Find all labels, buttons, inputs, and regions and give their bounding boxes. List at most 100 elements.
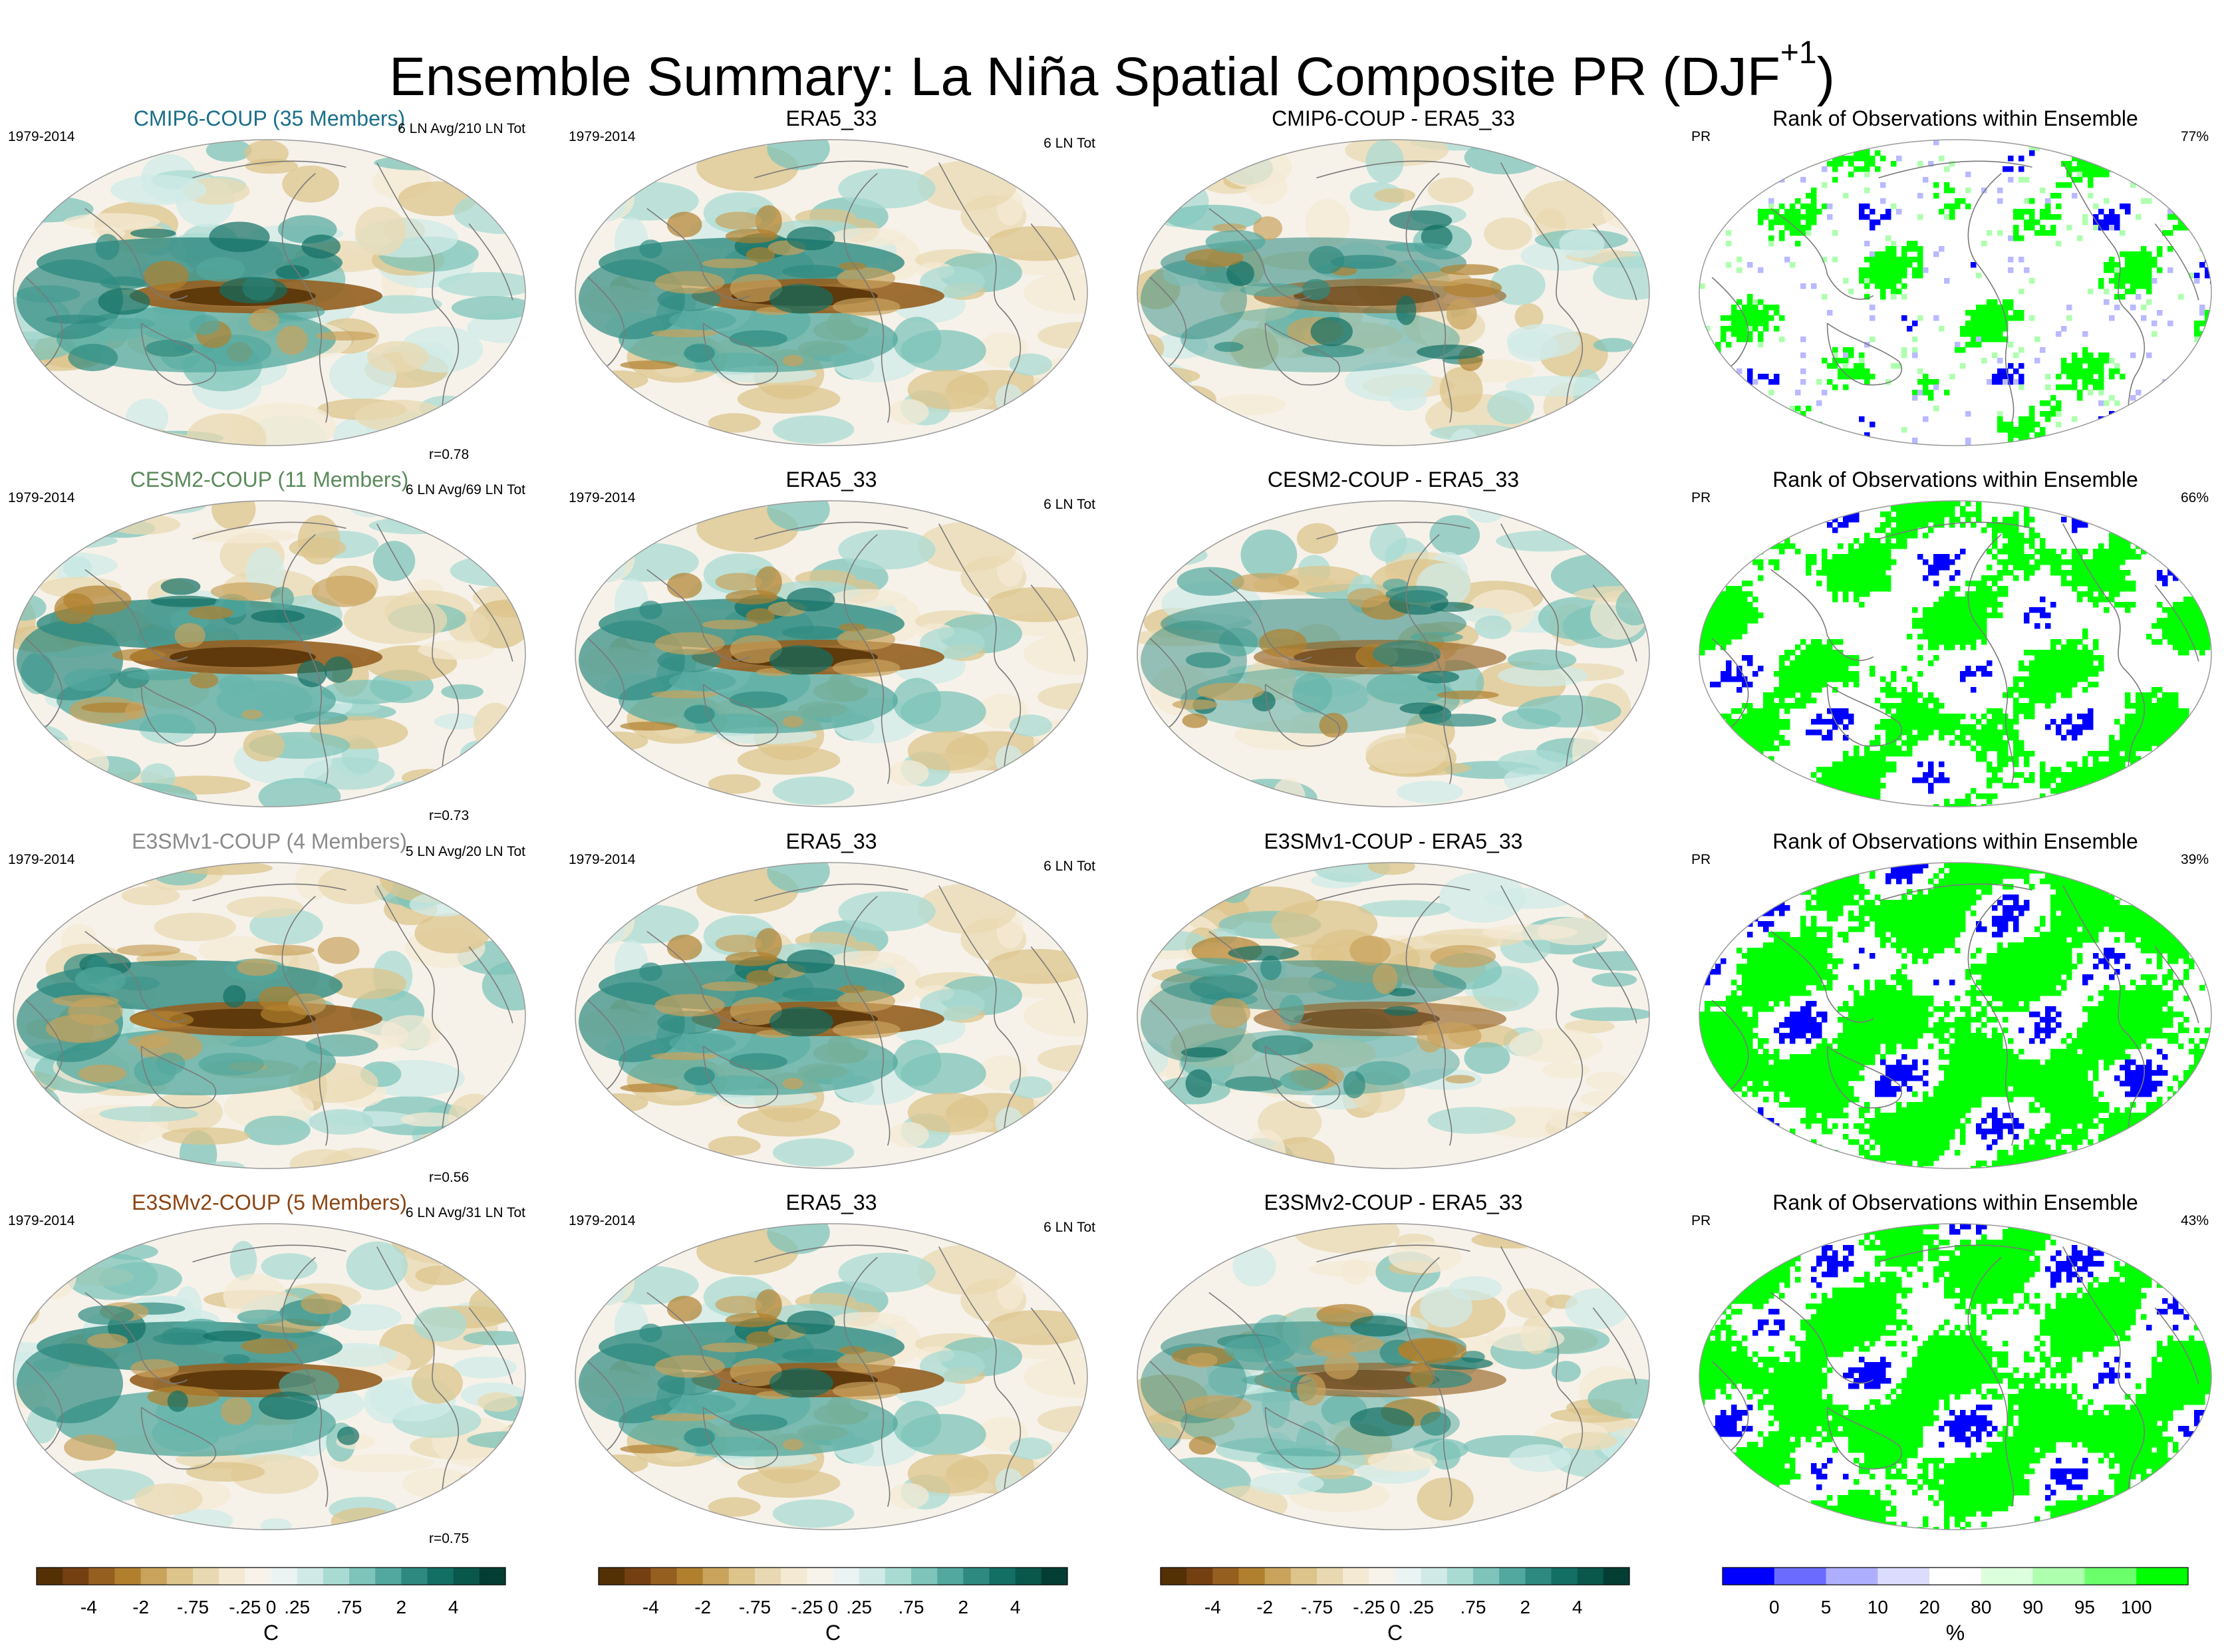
colorbar-diff <box>1160 1567 1630 1585</box>
diff-title-2: CESM2-COUP - ERA5_33 <box>1267 468 1520 491</box>
rank-variable-1: PR <box>1691 129 1711 144</box>
colorbar-obs-swatch-5 <box>728 1568 756 1585</box>
colorbar-obs-swatch-16 <box>1015 1568 1042 1585</box>
diff-title-4: E3SMv2-COUP - ERA5_33 <box>1264 1190 1523 1214</box>
rank-percent-2: 66% <box>2180 490 2209 505</box>
diff-title-1: CMIP6-COUP - ERA5_33 <box>1272 106 1515 130</box>
colorbar-obs-tick-label: -.75 <box>738 1597 771 1617</box>
obs-period-4: 1979-2014 <box>569 1213 636 1228</box>
colorbar-diff-swatch-7 <box>1343 1568 1369 1585</box>
model-events-3: 5 LN Avg/20 LN Tot <box>405 844 525 859</box>
colorbar-diff-swatch-3 <box>1238 1568 1266 1585</box>
colorbar-obs-swatch-11 <box>885 1568 912 1585</box>
rank-title-3: Rank of Observations within Ensemble <box>1772 829 2138 853</box>
colorbar-obs-swatch-12 <box>911 1568 938 1585</box>
colorbar-rank-tick-label: 20 <box>1919 1597 1940 1617</box>
rank-map-1 <box>1699 139 2212 446</box>
rank-variable-4: PR <box>1691 1213 1711 1228</box>
colorbar-diff-tick-label: -.25 <box>1353 1597 1385 1617</box>
colorbar-rank-swatch-3 <box>1877 1568 1930 1585</box>
colorbar-diff-tick-label: -.75 <box>1300 1597 1333 1617</box>
colorbar-obs-tick-label: -.25 <box>791 1597 823 1617</box>
colorbar-diff-swatch-4 <box>1264 1568 1292 1585</box>
figure-title: Ensemble Summary: La Niña Spatial Compos… <box>389 35 1835 107</box>
pattern-correlation-2: r=0.73 <box>429 808 470 823</box>
model-events-4: 6 LN Avg/31 LN Tot <box>405 1205 525 1220</box>
rank-map-3 <box>1699 862 2212 1169</box>
model-events-1: 6 LN Avg/210 LN Tot <box>398 121 525 136</box>
rank-variable-3: PR <box>1691 852 1711 867</box>
colorbar-model-tick-label: -.25 <box>229 1597 261 1617</box>
colorbar-model-tick-label: .25 <box>284 1597 311 1617</box>
model-map-2 <box>13 500 526 807</box>
model-title-1: CMIP6-COUP (35 Members) <box>133 106 406 130</box>
colorbar-diff-swatch-5 <box>1290 1568 1318 1585</box>
colorbar-diff-tick-label: .25 <box>1408 1597 1435 1617</box>
colorbar-diff-swatch-17 <box>1603 1568 1630 1585</box>
colorbar-diff-swatch-2 <box>1212 1568 1239 1585</box>
colorbar-model-swatch-16 <box>453 1568 480 1585</box>
colorbar-obs-unit: C <box>825 1621 841 1645</box>
colorbar-obs-swatch-7 <box>781 1568 807 1585</box>
rank-title-1: Rank of Observations within Ensemble <box>1772 106 2138 130</box>
model-title-3: E3SMv1-COUP (4 Members) <box>132 829 407 853</box>
model-map-4 <box>13 1223 526 1530</box>
colorbar-model-swatch-0 <box>37 1568 63 1585</box>
colorbar-model-swatch-11 <box>323 1568 350 1585</box>
colorbar-model-tick-label: -.75 <box>176 1597 209 1617</box>
colorbar-rank-tick-label: 0 <box>1768 1597 1780 1617</box>
model-period-1: 1979-2014 <box>8 129 75 144</box>
rank-percent-3: 39% <box>2180 852 2209 867</box>
colorbar-obs-tick-label: 2 <box>958 1597 969 1617</box>
colorbar-model-swatch-5 <box>166 1568 194 1585</box>
colorbar-diff-swatch-11 <box>1447 1568 1474 1585</box>
colorbar-obs-swatch-1 <box>625 1568 651 1585</box>
colorbar-obs-swatch-10 <box>859 1568 886 1585</box>
diff-map-2 <box>1137 500 1650 807</box>
obs-events-2: 6 LN Tot <box>1043 497 1095 512</box>
colorbar-rank-swatch-4 <box>1929 1568 1982 1585</box>
colorbar-obs-swatch-0 <box>599 1568 625 1585</box>
colorbar-model-tick-label: -4 <box>80 1597 97 1617</box>
colorbar-rank-tick-label: 95 <box>2074 1597 2096 1617</box>
colorbar-rank-swatch-1 <box>1774 1568 1827 1585</box>
diff-title-3: E3SMv1-COUP - ERA5_33 <box>1264 829 1523 853</box>
colorbar-model-swatch-13 <box>375 1568 402 1585</box>
model-map-3 <box>13 862 526 1169</box>
colorbar-diff-tick-label: 4 <box>1572 1597 1583 1617</box>
colorbar-model-swatch-1 <box>63 1568 89 1585</box>
colorbar-model-swatch-10 <box>297 1568 324 1585</box>
obs-events-4: 6 LN Tot <box>1043 1220 1095 1235</box>
colorbar-diff-swatch-12 <box>1473 1568 1500 1585</box>
obs-title-1: ERA5_33 <box>785 106 877 130</box>
colorbar-model-tick-label: 2 <box>396 1597 407 1617</box>
colorbar-diff-tick-label: -2 <box>1256 1597 1274 1617</box>
model-title-2: CESM2-COUP (11 Members) <box>130 468 409 491</box>
colorbar-rank-swatch-8 <box>2136 1568 2189 1585</box>
colorbar-model-tick-label: -2 <box>132 1597 150 1617</box>
obs-map-2 <box>575 500 1088 807</box>
colorbar-obs-swatch-2 <box>650 1568 677 1585</box>
rank-map-4 <box>1699 1223 2212 1530</box>
colorbar-model-tick-label: 0 <box>265 1597 277 1617</box>
colorbar-obs <box>598 1567 1068 1585</box>
rank-title-2: Rank of Observations within Ensemble <box>1772 468 2138 491</box>
obs-events-3: 6 LN Tot <box>1043 859 1095 874</box>
obs-period-1: 1979-2014 <box>569 129 636 144</box>
colorbar-obs-swatch-3 <box>676 1568 704 1585</box>
colorbar-obs-tick-label: -2 <box>694 1597 712 1617</box>
obs-period-3: 1979-2014 <box>569 852 636 867</box>
colorbar-model-swatch-9 <box>271 1568 298 1585</box>
colorbar-obs-tick-label: -4 <box>642 1597 659 1617</box>
pattern-correlation-3: r=0.56 <box>429 1170 470 1185</box>
colorbar-rank-swatch-2 <box>1826 1568 1878 1585</box>
rank-map-2 <box>1699 500 2212 807</box>
colorbar-diff-tick-label: 2 <box>1520 1597 1531 1617</box>
colorbar-obs-swatch-17 <box>1041 1568 1068 1585</box>
colorbar-diff-swatch-13 <box>1499 1568 1526 1585</box>
colorbar-model-swatch-3 <box>114 1568 142 1585</box>
rank-title-4: Rank of Observations within Ensemble <box>1772 1190 2138 1214</box>
colorbar-model-swatch-17 <box>479 1568 506 1585</box>
model-period-2: 1979-2014 <box>8 490 75 505</box>
colorbar-model-swatch-4 <box>140 1568 168 1585</box>
